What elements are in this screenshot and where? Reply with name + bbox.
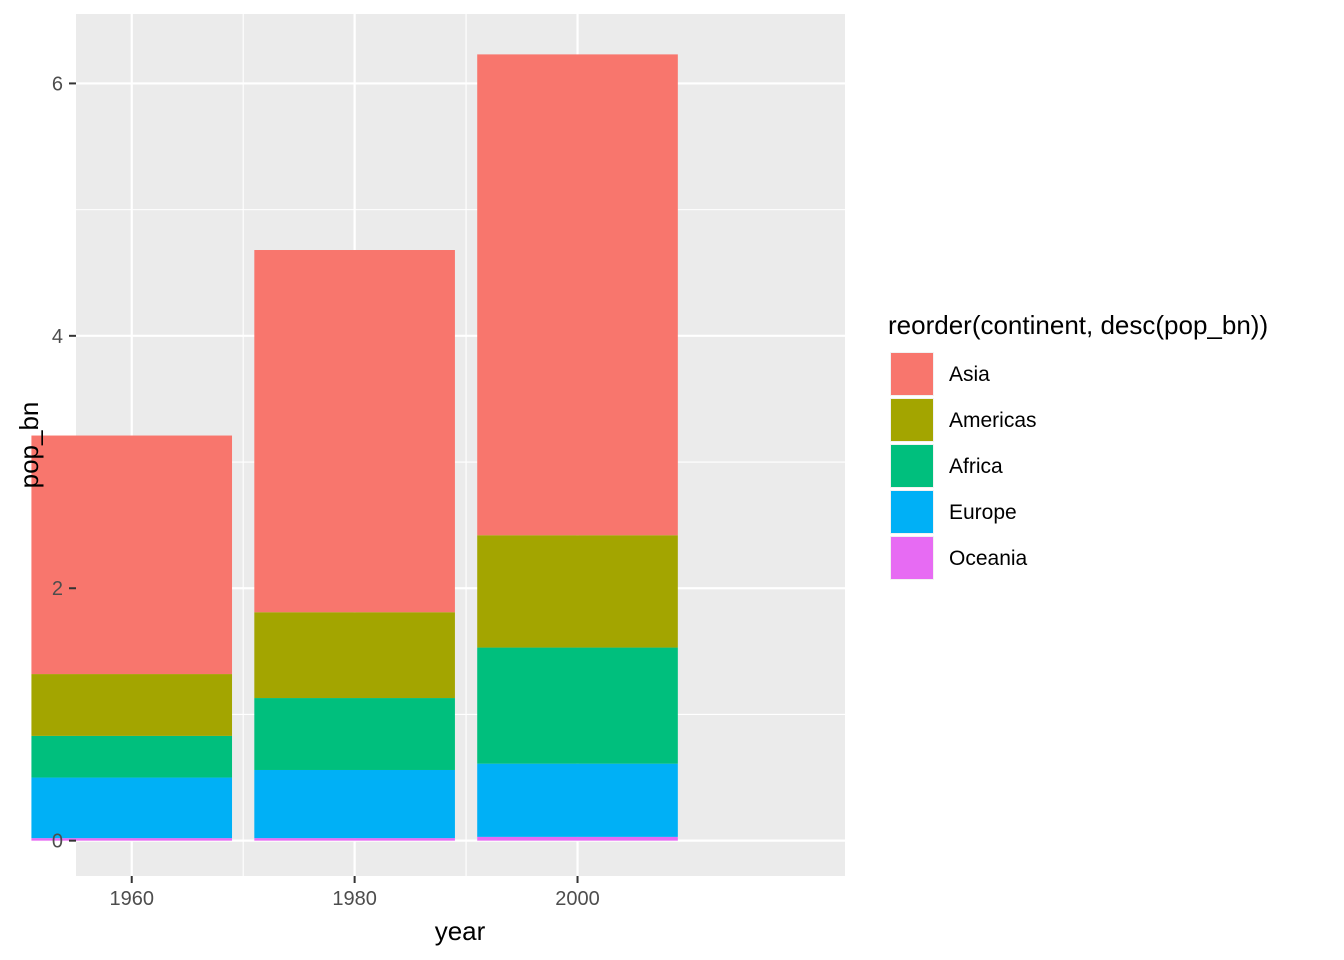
bar-asia-1980	[254, 250, 455, 613]
bar-oceania-1960	[31, 838, 233, 841]
bar-africa-1980	[254, 698, 455, 770]
legend-key-americas	[891, 399, 933, 441]
legend-title: reorder(continent, desc(pop_bn))	[888, 310, 1268, 340]
bar-oceania-2000	[477, 836, 678, 841]
bar-oceania-1980	[254, 838, 455, 841]
y-tick-label: 0	[52, 831, 63, 853]
y-tick-label: 4	[52, 326, 63, 348]
bar-asia-1960	[31, 435, 233, 675]
legend-key-asia	[891, 353, 933, 395]
legend-label-africa: Africa	[949, 455, 1003, 478]
legend-label-oceania: Oceania	[949, 547, 1028, 570]
legend-key-europe	[891, 491, 933, 533]
bar-europe-2000	[477, 763, 678, 837]
bar-americas-1960	[31, 674, 233, 736]
bar-europe-1980	[254, 769, 455, 839]
bars	[31, 54, 678, 841]
bar-asia-2000	[477, 54, 678, 536]
legend: reorder(continent, desc(pop_bn)) Asia Ame…	[888, 310, 1268, 580]
bar-europe-1960	[31, 777, 233, 839]
legend-label-asia: Asia	[949, 363, 990, 386]
bar-americas-1980	[254, 612, 455, 699]
bar-africa-2000	[477, 647, 678, 764]
legend-key-africa	[891, 445, 933, 487]
legend-label-americas: Americas	[949, 409, 1037, 432]
legend-key-oceania	[891, 537, 933, 579]
x-axis-title: year	[435, 916, 486, 946]
y-tick-label: 6	[52, 73, 63, 95]
x-axis: 1960 1980 2000	[109, 876, 600, 910]
x-tick-label: 1980	[332, 888, 377, 910]
y-axis: 0 2 4 6	[52, 73, 76, 853]
bar-americas-2000	[477, 535, 678, 648]
x-tick-label: 2000	[555, 888, 600, 910]
y-tick-label: 2	[52, 578, 63, 600]
legend-label-europe: Europe	[949, 501, 1017, 524]
x-tick-label: 1960	[109, 888, 154, 910]
bar-africa-1960	[31, 735, 233, 778]
y-axis-title: pop_bn	[14, 402, 44, 489]
